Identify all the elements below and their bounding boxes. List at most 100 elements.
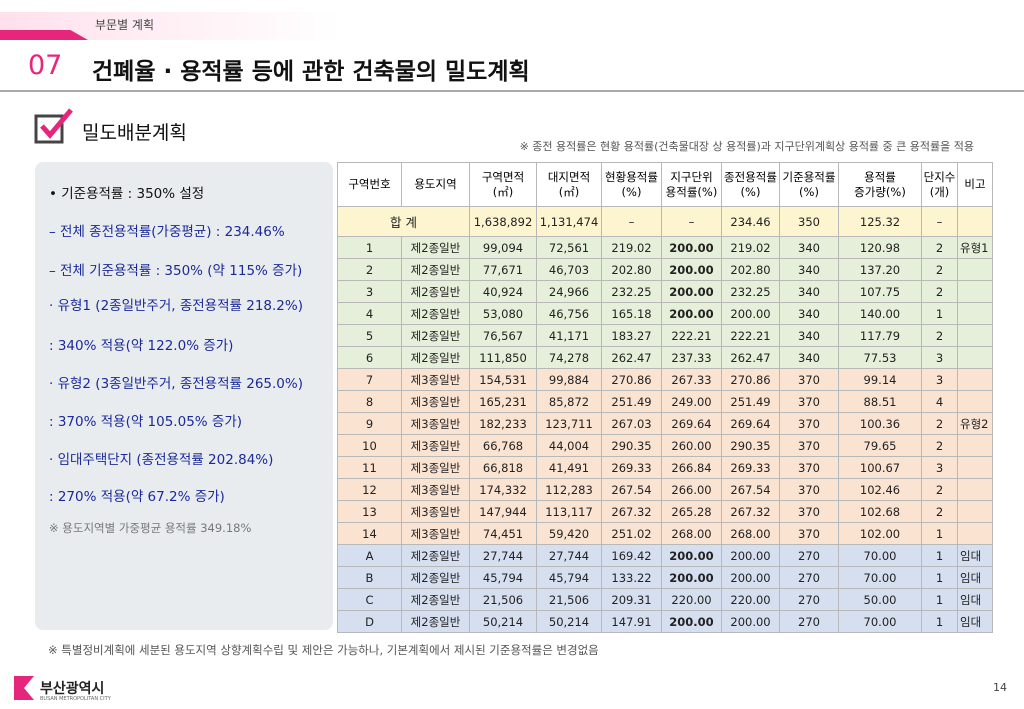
header-line: (㎡) bbox=[558, 184, 580, 199]
summary-panel: • 기준용적률 : 350% 설정 – 전체 종전용적률(가중평균) : 234.… bbox=[35, 162, 333, 630]
bottom-note: ※ 특별정비계획에 세분된 용도지역 상향계획수립 및 제안은 가능하나, 기본… bbox=[48, 643, 599, 657]
table-cell: 100.67 bbox=[838, 456, 922, 479]
table-cell bbox=[957, 500, 993, 523]
table-cell: 200.00 bbox=[661, 258, 722, 281]
table-cell: 3 bbox=[921, 368, 958, 391]
table-cell: 70.00 bbox=[838, 566, 922, 589]
table-cell: 1 bbox=[921, 544, 958, 567]
table-cell: 2 bbox=[921, 324, 958, 347]
column-header: 구역면적 (㎡) bbox=[469, 162, 537, 207]
subtitle: 밀도배분계획 bbox=[82, 122, 187, 144]
table-cell: 112,283 bbox=[536, 478, 602, 501]
header-line: 용도지역 bbox=[414, 177, 457, 191]
header-line: 기준용적률 bbox=[782, 169, 836, 184]
table-cell: 200.00 bbox=[661, 610, 722, 633]
table-cell: 임대 bbox=[957, 566, 993, 589]
total-cell: – bbox=[601, 206, 662, 237]
table-cell: 제3종일반 bbox=[401, 522, 470, 545]
table-cell: 165,231 bbox=[469, 390, 537, 413]
table-row: 1 제2종일반 99,094 72,561 219.02 200.00 219.02 340 1… bbox=[337, 236, 993, 259]
table-cell bbox=[957, 390, 993, 413]
header-line: 종전용적률 bbox=[724, 169, 777, 184]
table-cell: 45,794 bbox=[536, 566, 602, 589]
table-cell: 제2종일반 bbox=[401, 236, 470, 259]
table-cell: 72,561 bbox=[536, 236, 602, 259]
header-line: 단지수 bbox=[923, 169, 956, 184]
table-cell: 99.14 bbox=[838, 368, 922, 391]
logo-text: 부산광역시 bbox=[40, 681, 105, 697]
table-cell: 290.35 bbox=[721, 434, 780, 457]
table-cell: 200.00 bbox=[721, 302, 780, 325]
column-header: 대지면적 (㎡) bbox=[536, 162, 602, 207]
summary-line: · 유형2 (3종일반주거, 종전용적률 265.0%) bbox=[49, 376, 303, 392]
table-cell: 1 bbox=[921, 522, 958, 545]
table-row: 8 제3종일반 165,231 85,872 251.49 249.00 251.49 370… bbox=[337, 390, 993, 413]
table-cell: 102.00 bbox=[838, 522, 922, 545]
header-line: 현황용적률 bbox=[605, 169, 658, 184]
table-cell: 제3종일반 bbox=[401, 434, 470, 457]
table-cell: 2 bbox=[921, 500, 958, 523]
table-cell: 제2종일반 bbox=[401, 302, 470, 325]
table-cell: 45,794 bbox=[469, 566, 537, 589]
table-row: D 제2종일반 50,214 50,214 147.91 200.00 200.00 270 7… bbox=[337, 610, 993, 633]
top-note: ※ 종전 용적률은 현황 용적률(건축물대장 상 용적률)과 지구단위계획상 용… bbox=[519, 140, 974, 153]
table-cell: 59,420 bbox=[536, 522, 602, 545]
table-row: 7 제3종일반 154,531 99,884 270.86 267.33 270.86 370… bbox=[337, 368, 993, 391]
table-cell: 제3종일반 bbox=[401, 368, 470, 391]
table-cell: 46,703 bbox=[536, 258, 602, 281]
table-cell: 9 bbox=[337, 412, 402, 435]
table-cell: 269.33 bbox=[721, 456, 780, 479]
table-cell: 27,744 bbox=[536, 544, 602, 567]
table-cell: 200.00 bbox=[661, 236, 722, 259]
table-cell: 268.00 bbox=[661, 522, 722, 545]
table-row: 6 제2종일반 111,850 74,278 262.47 237.33 262.47 340… bbox=[337, 346, 993, 369]
header-line: (%) bbox=[621, 184, 642, 199]
table-row: 11 제3종일반 66,818 41,491 269.33 266.84 269.33 370… bbox=[337, 456, 993, 479]
table-cell: 182,233 bbox=[469, 412, 537, 435]
table-cell: 370 bbox=[779, 412, 839, 435]
table-cell: 53,080 bbox=[469, 302, 537, 325]
table-cell: 제3종일반 bbox=[401, 412, 470, 435]
summary-line: : 340% 적용(약 122.0% 증가) bbox=[49, 338, 234, 354]
table-cell: 251.02 bbox=[601, 522, 662, 545]
table-cell: 41,491 bbox=[536, 456, 602, 479]
section-label: 부문별 계획 bbox=[95, 18, 155, 32]
table-cell: 267.54 bbox=[721, 478, 780, 501]
table-cell: 유형1 bbox=[957, 236, 993, 259]
table-cell bbox=[957, 258, 993, 281]
table-cell: 120.98 bbox=[838, 236, 922, 259]
table-cell: 269.33 bbox=[601, 456, 662, 479]
table-cell: 40,924 bbox=[469, 280, 537, 303]
table-cell: 5 bbox=[337, 324, 402, 347]
table-cell: 2 bbox=[921, 412, 958, 435]
summary-line: · 유형1 (2종일반주거, 종전용적률 218.2%) bbox=[49, 298, 303, 314]
table-cell: 200.00 bbox=[661, 544, 722, 567]
table-cell bbox=[957, 434, 993, 457]
table-cell: 1 bbox=[921, 302, 958, 325]
table-cell: 13 bbox=[337, 500, 402, 523]
table-cell: 100.36 bbox=[838, 412, 922, 435]
table-cell: 140.00 bbox=[838, 302, 922, 325]
summary-line: · 임대주택단지 (종전용적률 202.84%) bbox=[49, 452, 274, 468]
table-cell: 232.25 bbox=[721, 280, 780, 303]
table-cell: 70.00 bbox=[838, 610, 922, 633]
table-cell: 50.00 bbox=[838, 588, 922, 611]
table-cell: 2 bbox=[921, 434, 958, 457]
table-cell: 165.18 bbox=[601, 302, 662, 325]
table-cell: 3 bbox=[921, 456, 958, 479]
table-cell: 2 bbox=[921, 236, 958, 259]
table-cell: 제2종일반 bbox=[401, 566, 470, 589]
table-row: 14 제3종일반 74,451 59,420 251.02 268.00 268.00 370… bbox=[337, 522, 993, 545]
page-number: 14 bbox=[993, 681, 1007, 694]
table-cell: 66,768 bbox=[469, 434, 537, 457]
table-cell: 44,004 bbox=[536, 434, 602, 457]
total-label: 합 계 bbox=[337, 206, 470, 237]
table-cell: 169.42 bbox=[601, 544, 662, 567]
table-cell: 174,332 bbox=[469, 478, 537, 501]
header-line: (개) bbox=[929, 184, 950, 199]
table-cell: 74,278 bbox=[536, 346, 602, 369]
table-cell: 88.51 bbox=[838, 390, 922, 413]
table-cell: 265.28 bbox=[661, 500, 722, 523]
table-row: 10 제3종일반 66,768 44,004 290.35 260.00 290.35 370… bbox=[337, 434, 993, 457]
table-cell: 137.20 bbox=[838, 258, 922, 281]
